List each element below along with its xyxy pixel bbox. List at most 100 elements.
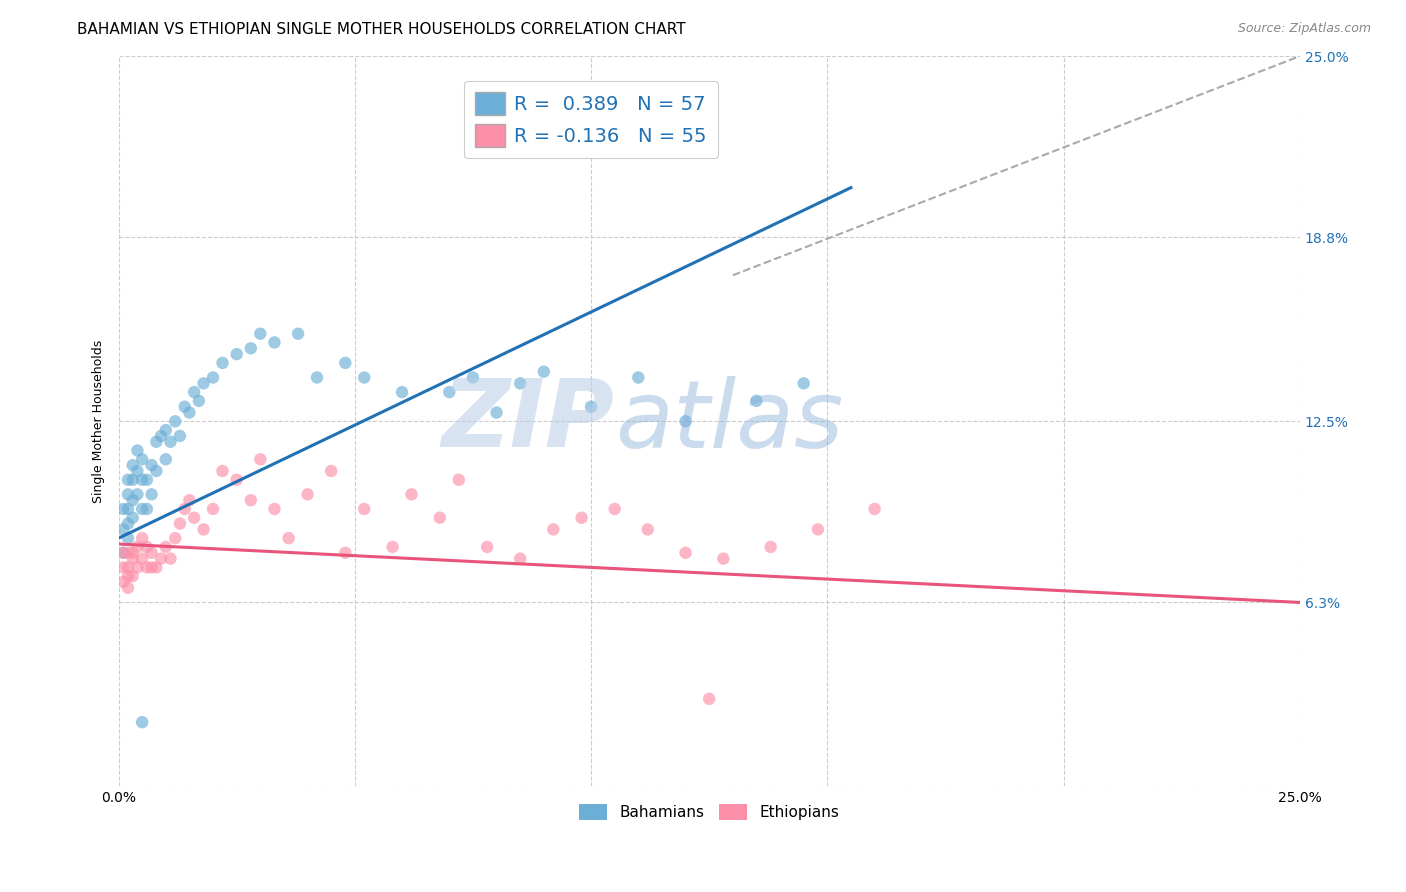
Text: ZIP: ZIP (441, 376, 614, 467)
Point (155, 540, 177, 554)
Point (193, 376, 215, 391)
Point (135, 502, 157, 516)
Point (675, 546, 697, 560)
Point (225, 473, 247, 487)
Point (179, 406, 201, 420)
Point (112, 560, 135, 574)
Point (131, 715, 153, 730)
Point (117, 560, 139, 574)
Point (159, 434, 181, 449)
Point (159, 551, 181, 566)
Point (117, 581, 139, 595)
Point (127, 487, 149, 501)
Point (475, 540, 498, 554)
Point (277, 531, 299, 545)
Point (131, 551, 153, 566)
Point (150, 429, 173, 443)
Point (509, 376, 531, 391)
Legend: Bahamians, Ethiopians: Bahamians, Ethiopians (574, 798, 845, 826)
Point (211, 356, 233, 370)
Point (603, 502, 626, 516)
Point (297, 487, 319, 501)
Point (305, 370, 328, 384)
Point (287, 326, 309, 341)
Point (793, 376, 815, 391)
Point (121, 493, 143, 508)
Point (439, 385, 461, 400)
Point (401, 487, 423, 501)
Point (165, 531, 187, 545)
Point (121, 458, 143, 472)
Point (675, 414, 697, 428)
Point (127, 560, 149, 574)
Point (391, 385, 413, 400)
Point (637, 523, 659, 537)
Point (117, 546, 139, 560)
Point (571, 510, 593, 524)
Point (202, 502, 225, 516)
Point (863, 502, 886, 516)
Point (121, 473, 143, 487)
Point (239, 341, 262, 355)
Point (697, 691, 720, 706)
Point (112, 502, 135, 516)
Point (711, 551, 734, 566)
Point (127, 443, 149, 458)
Point (579, 400, 602, 414)
Point (127, 540, 149, 554)
Point (145, 434, 167, 449)
Point (533, 365, 555, 379)
Y-axis label: Single Mother Households: Single Mother Households (93, 340, 105, 503)
Point (187, 393, 209, 408)
Point (353, 502, 375, 516)
Point (485, 406, 508, 420)
Point (141, 458, 163, 472)
Point (117, 487, 139, 501)
Point (135, 473, 157, 487)
Point (165, 414, 187, 428)
Point (239, 493, 262, 508)
Point (807, 523, 830, 537)
Point (141, 546, 163, 560)
Point (627, 370, 650, 384)
Point (249, 452, 271, 467)
Point (121, 569, 143, 583)
Point (155, 423, 177, 437)
Point (321, 464, 343, 478)
Point (131, 473, 153, 487)
Point (461, 370, 484, 384)
Point (249, 326, 271, 341)
Point (202, 370, 225, 384)
Point (183, 510, 205, 524)
Point (135, 560, 157, 574)
Point (225, 347, 247, 361)
Point (173, 502, 195, 516)
Point (117, 502, 139, 516)
Point (121, 551, 143, 566)
Point (263, 335, 285, 350)
Text: BAHAMIAN VS ETHIOPIAN SINGLE MOTHER HOUSEHOLDS CORRELATION CHART: BAHAMIAN VS ETHIOPIAN SINGLE MOTHER HOUS… (77, 22, 686, 37)
Point (759, 540, 782, 554)
Point (173, 400, 195, 414)
Point (121, 510, 143, 524)
Point (335, 546, 357, 560)
Point (745, 393, 768, 408)
Point (541, 523, 564, 537)
Point (447, 473, 470, 487)
Point (169, 516, 191, 531)
Point (429, 510, 451, 524)
Point (131, 531, 153, 545)
Point (117, 516, 139, 531)
Point (145, 560, 167, 574)
Point (131, 452, 153, 467)
Point (211, 464, 233, 478)
Point (381, 540, 404, 554)
Point (127, 464, 149, 478)
Point (131, 502, 153, 516)
Point (112, 546, 135, 560)
Point (112, 574, 135, 589)
Point (121, 546, 143, 560)
Point (155, 452, 177, 467)
Point (112, 523, 135, 537)
Point (263, 502, 285, 516)
